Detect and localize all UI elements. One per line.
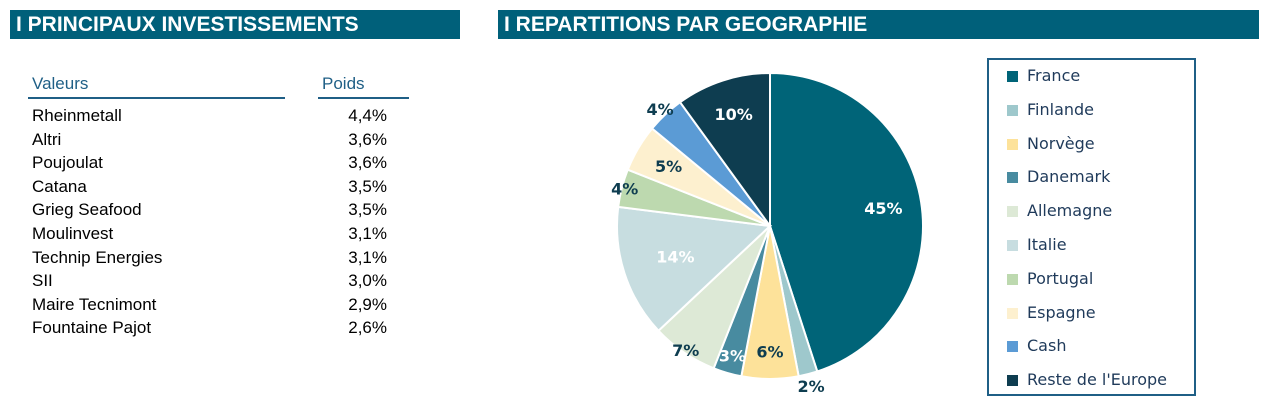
pie-data-label: 14% bbox=[656, 248, 694, 267]
holding-weight: 3,1% bbox=[348, 247, 387, 267]
holding-weight: 2,9% bbox=[348, 294, 387, 314]
holding-name: Fountaine Pajot bbox=[32, 318, 152, 338]
legend-swatch bbox=[1007, 375, 1018, 387]
table-row: Catana 3,5% bbox=[32, 177, 387, 200]
pie-data-label: 2% bbox=[798, 377, 825, 396]
legend-swatch bbox=[1007, 206, 1018, 218]
column-header-valeurs: Valeurs bbox=[32, 74, 89, 93]
pie-slice bbox=[769, 71, 924, 373]
pie-data-label: 4% bbox=[646, 100, 673, 119]
legend-label: France bbox=[1027, 66, 1081, 85]
holding-name: Technip Energies bbox=[32, 247, 163, 267]
legend-label: Norvège bbox=[1027, 133, 1095, 153]
table-row: Altri 3,6% bbox=[32, 130, 387, 153]
pie-data-label: 10% bbox=[714, 105, 752, 124]
holding-name: Altri bbox=[32, 129, 62, 149]
table-row: Moulinvest 3,1% bbox=[32, 224, 387, 247]
legend-label: Allemagne bbox=[1027, 201, 1113, 221]
holding-name: Rheinmetall bbox=[32, 106, 122, 125]
holding-weight: 3,6% bbox=[348, 153, 387, 173]
table-row: SII 3,0% bbox=[32, 271, 387, 294]
pie-data-label: 3% bbox=[719, 346, 746, 365]
table-row: Maire Tecnimont 2,9% bbox=[32, 295, 387, 318]
holding-weight: 4,4% bbox=[348, 106, 387, 125]
holding-name: Catana bbox=[32, 176, 87, 196]
pie-data-label: 5% bbox=[655, 157, 682, 176]
pie-data-label: 6% bbox=[756, 342, 783, 361]
pie-data-label: 7% bbox=[672, 341, 699, 360]
holding-weight: 3,1% bbox=[348, 224, 387, 243]
table-row: Fountaine Pajot 2,6% bbox=[32, 318, 387, 341]
legend-swatch bbox=[1007, 104, 1018, 116]
holding-weight: 3,5% bbox=[348, 200, 387, 220]
holding-weight: 2,6% bbox=[348, 318, 387, 338]
holding-name: Moulinvest bbox=[32, 224, 114, 243]
legend-swatch bbox=[1007, 273, 1018, 285]
section-title-investments: I PRINCIPAUX INVESTISSEMENTS bbox=[10, 10, 460, 39]
holding-weight: 3,5% bbox=[348, 176, 387, 196]
header-underline-valeurs bbox=[28, 97, 285, 99]
legend-label: Cash bbox=[1027, 336, 1067, 356]
holding-weight: 3,6% bbox=[348, 129, 387, 149]
legend-swatch bbox=[1007, 307, 1018, 319]
legend-swatch bbox=[1007, 138, 1018, 150]
pie-slice bbox=[616, 205, 773, 333]
table-row: Technip Energies 3,1% bbox=[32, 248, 387, 271]
legend-label: Finlande bbox=[1027, 99, 1095, 119]
legend-swatch bbox=[1007, 341, 1018, 353]
table-row: Poujoulat 3,6% bbox=[32, 153, 387, 176]
pie-data-label: 4% bbox=[611, 180, 638, 199]
legend-swatch bbox=[1007, 172, 1018, 184]
header-underline-poids bbox=[318, 97, 409, 99]
legend-label: Espagne bbox=[1027, 302, 1096, 322]
holding-weight: 3,0% bbox=[348, 271, 387, 291]
holding-name: SII bbox=[32, 271, 53, 291]
legend-label: Danemark bbox=[1027, 167, 1111, 187]
table-row: Grieg Seafood 3,5% bbox=[32, 200, 387, 223]
column-header-poids: Poids bbox=[322, 74, 365, 93]
chart-legend: France Finlande Norvège Danemark Allemagne It… bbox=[987, 58, 1196, 396]
pie-slice bbox=[678, 71, 771, 230]
legend-swatch bbox=[1007, 240, 1018, 251]
legend-label: Italie bbox=[1027, 235, 1067, 254]
section-title-geography: I REPARTITIONS PAR GEOGRAPHIE bbox=[498, 10, 1259, 39]
pie-data-label: 45% bbox=[864, 199, 902, 218]
holding-name: Grieg Seafood bbox=[32, 200, 142, 220]
legend-swatch bbox=[1007, 71, 1018, 82]
table-row: Rheinmetall 4,4% bbox=[32, 106, 387, 129]
holding-name: Maire Tecnimont bbox=[32, 294, 157, 314]
legend-label: Reste de l'Europe bbox=[1027, 370, 1167, 390]
legend-label: Portugal bbox=[1027, 268, 1094, 288]
holding-name: Poujoulat bbox=[32, 153, 103, 173]
